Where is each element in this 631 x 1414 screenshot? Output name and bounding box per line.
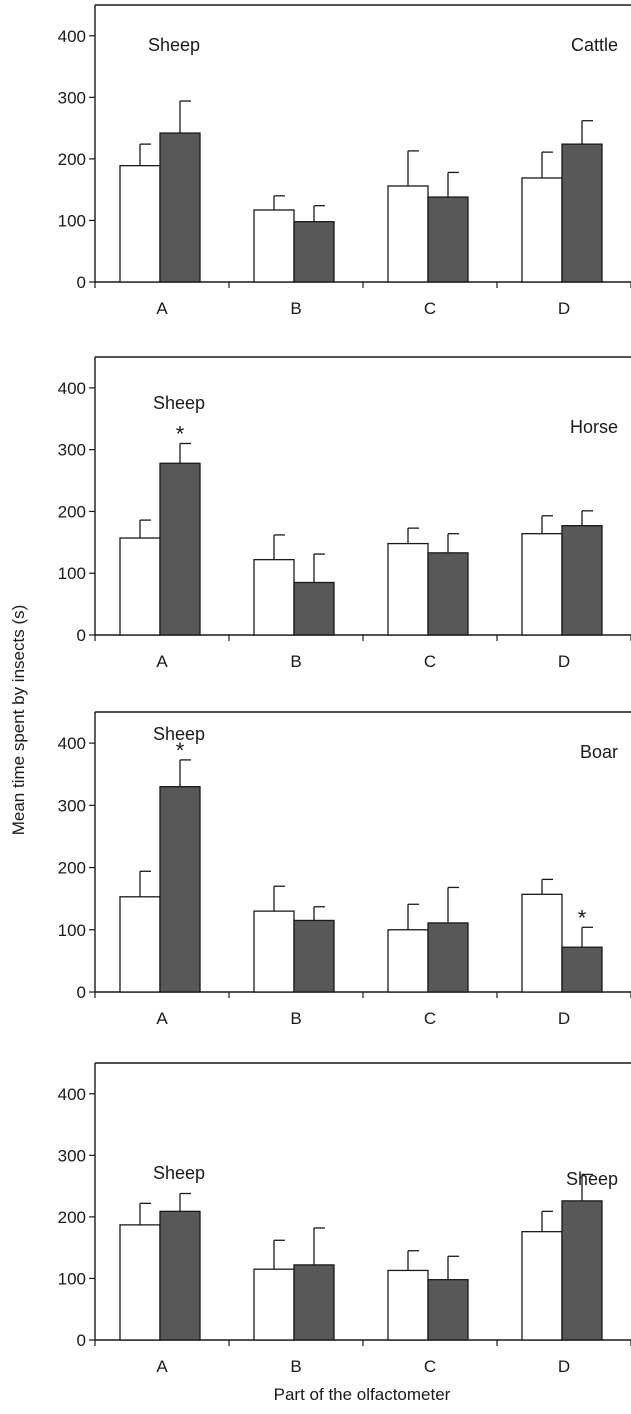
x-tick-label: A xyxy=(156,1357,168,1376)
y-tick-label: 400 xyxy=(58,1085,86,1104)
bar-treatment xyxy=(159,786,201,993)
bar-control xyxy=(387,542,429,636)
y-tick-label: 0 xyxy=(77,1331,86,1350)
x-tick-label: D xyxy=(558,1009,570,1028)
bar-treatment xyxy=(159,132,201,283)
significance-star: * xyxy=(578,905,587,930)
bar-control xyxy=(521,177,563,283)
bar-control xyxy=(119,537,161,636)
bar-treatment xyxy=(427,922,469,993)
bar-control xyxy=(119,165,161,283)
y-tick-label: 200 xyxy=(58,859,86,878)
y-tick-label: 100 xyxy=(58,564,86,583)
bar-control xyxy=(521,893,563,993)
y-tick-label: 100 xyxy=(58,1269,86,1288)
bar-control xyxy=(387,185,429,283)
panel-left-label: Sheep xyxy=(153,1163,205,1183)
x-tick-label: C xyxy=(424,299,436,318)
bar-treatment xyxy=(293,1264,335,1341)
y-tick-label: 100 xyxy=(58,211,86,230)
panel-right-label: Horse xyxy=(570,417,618,437)
bar-treatment xyxy=(561,946,603,993)
x-axis-title: Part of the olfactometer xyxy=(274,1385,451,1404)
y-tick-label: 0 xyxy=(77,983,86,1002)
bar-control xyxy=(387,929,429,993)
significance-star: * xyxy=(176,421,185,446)
x-tick-label: C xyxy=(424,1357,436,1376)
x-tick-label: D xyxy=(558,652,570,671)
x-tick-label: B xyxy=(290,652,301,671)
bar-control xyxy=(119,1224,161,1341)
bar-treatment xyxy=(427,1279,469,1341)
y-tick-label: 400 xyxy=(58,27,86,46)
y-tick-label: 200 xyxy=(58,1208,86,1227)
panel-left-label: Sheep xyxy=(153,393,205,413)
y-tick-label: 300 xyxy=(58,1146,86,1165)
y-axis-title: Mean time spent by insects (s) xyxy=(9,605,28,836)
y-tick-label: 400 xyxy=(58,734,86,753)
x-tick-label: C xyxy=(424,1009,436,1028)
x-tick-label: D xyxy=(558,1357,570,1376)
x-tick-label: A xyxy=(156,1009,168,1028)
bar-control xyxy=(387,1269,429,1341)
x-tick-label: A xyxy=(156,299,168,318)
bar-control xyxy=(253,558,295,636)
bar-treatment xyxy=(427,552,469,636)
panel-right-label: Sheep xyxy=(566,1169,618,1189)
y-tick-label: 100 xyxy=(58,921,86,940)
bar-treatment xyxy=(427,196,469,283)
bar-control xyxy=(253,1268,295,1341)
y-tick-label: 400 xyxy=(58,379,86,398)
panel-left-label: Sheep xyxy=(148,35,200,55)
bar-control xyxy=(521,533,563,636)
bar-treatment xyxy=(159,1210,201,1341)
y-tick-label: 200 xyxy=(58,502,86,521)
x-tick-label: B xyxy=(290,1009,301,1028)
x-tick-label: D xyxy=(558,299,570,318)
panel-right-label: Cattle xyxy=(571,35,618,55)
x-tick-label: A xyxy=(156,652,168,671)
y-tick-label: 0 xyxy=(77,273,86,292)
x-tick-label: C xyxy=(424,652,436,671)
bar-treatment xyxy=(561,1200,603,1341)
bar-treatment xyxy=(293,221,335,283)
bar-treatment xyxy=(561,143,603,283)
bar-control xyxy=(253,209,295,283)
y-tick-label: 300 xyxy=(58,88,86,107)
bar-treatment xyxy=(159,462,201,636)
y-tick-label: 300 xyxy=(58,441,86,460)
x-tick-label: B xyxy=(290,1357,301,1376)
x-tick-label: B xyxy=(290,299,301,318)
y-tick-label: 300 xyxy=(58,796,86,815)
bar-treatment xyxy=(293,581,335,636)
bar-control xyxy=(253,910,295,993)
bar-control xyxy=(119,896,161,993)
bar-treatment xyxy=(561,525,603,636)
panel-left-label: Sheep xyxy=(153,724,205,744)
y-tick-label: 0 xyxy=(77,626,86,645)
bar-treatment xyxy=(293,919,335,993)
panel-right-label: Boar xyxy=(580,742,618,762)
bar-control xyxy=(521,1231,563,1341)
y-tick-label: 200 xyxy=(58,150,86,169)
significance-star: * xyxy=(176,738,185,763)
